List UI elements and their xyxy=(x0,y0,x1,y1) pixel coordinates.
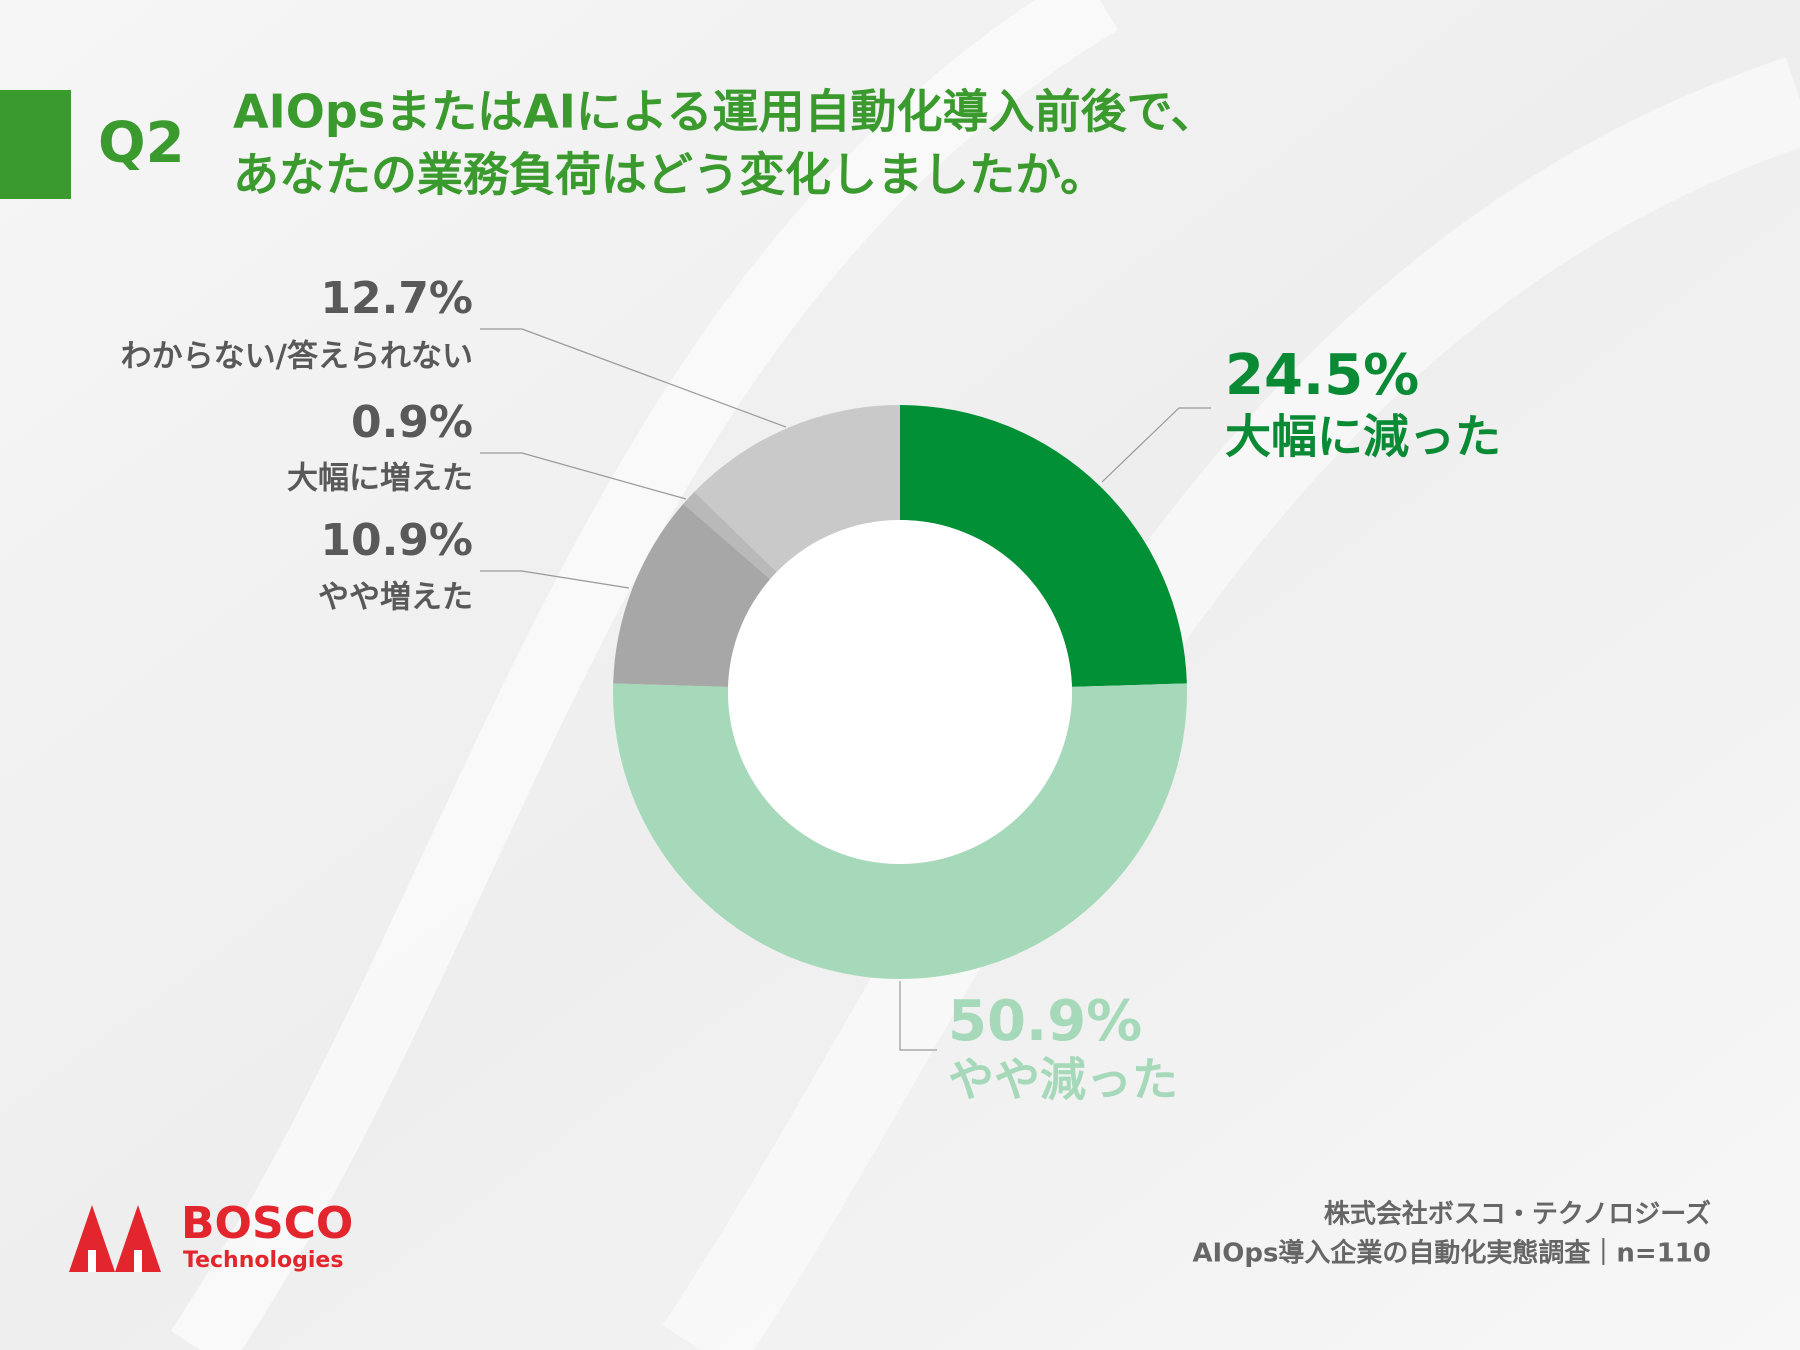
category-label: わからない/答えられない xyxy=(121,339,473,375)
leader-line xyxy=(899,981,937,1051)
value-label: 10.9% xyxy=(320,515,473,566)
slice xyxy=(694,405,900,573)
wave xyxy=(170,0,1119,1350)
title-line: AIOpsまたはAIによる運用自動化導入前後で、 xyxy=(233,85,1217,139)
slice xyxy=(900,405,1187,687)
leader-line xyxy=(480,328,787,428)
logo-trunk xyxy=(88,1250,96,1272)
value-label: 24.5% xyxy=(1225,343,1419,408)
category-label: 大幅に減った xyxy=(1225,410,1501,464)
logo-name: BOSCO xyxy=(181,1198,353,1249)
value-label: 50.9% xyxy=(948,989,1142,1054)
logo-sub: Technologies xyxy=(183,1248,343,1273)
leader-line xyxy=(1101,407,1211,483)
logo: BOSCO Technologies xyxy=(69,1198,353,1273)
category-label: やや増えた xyxy=(318,580,473,616)
question-bar xyxy=(0,90,71,199)
slice xyxy=(613,503,771,687)
slice xyxy=(683,491,777,580)
title-line: あなたの業務負荷はどう変化しましたか。 xyxy=(233,148,1106,202)
category-label: やや減った xyxy=(948,1053,1178,1107)
value-label: 0.9% xyxy=(351,397,473,448)
donut-hole xyxy=(728,520,1072,864)
leader-line xyxy=(480,452,687,500)
value-label: 12.7% xyxy=(320,273,473,324)
slice xyxy=(613,683,1187,979)
leader-line xyxy=(480,570,630,589)
question-label: Q2 xyxy=(98,111,185,176)
category-label: 大幅に増えた xyxy=(287,461,473,497)
source: AIOps導入企業の自動化実態調査｜n=110 xyxy=(1192,1238,1711,1269)
logo-trunk xyxy=(134,1250,142,1272)
source: 株式会社ボスコ・テクノロジーズ xyxy=(1324,1199,1711,1230)
